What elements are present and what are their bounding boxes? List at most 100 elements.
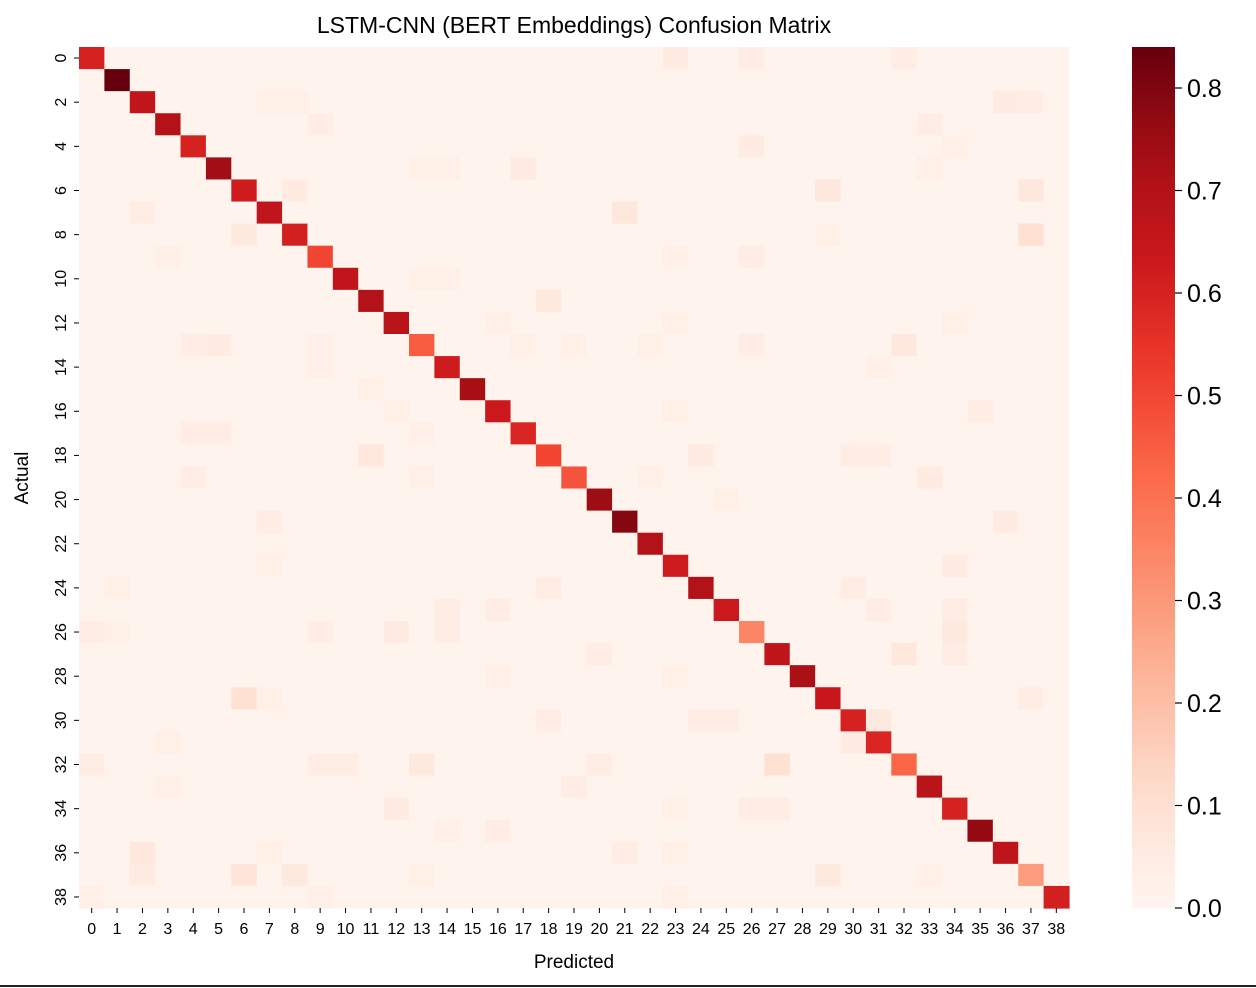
heatmap-cell xyxy=(815,863,842,887)
heatmap-cell xyxy=(510,179,537,203)
heatmap-cell xyxy=(358,47,385,70)
heatmap-cell xyxy=(764,69,791,92)
heatmap-cell xyxy=(129,643,156,666)
heatmap-cell xyxy=(535,157,562,181)
heatmap-cell xyxy=(155,157,182,181)
heatmap-cell xyxy=(739,135,765,158)
colorbar-gradient xyxy=(1132,47,1175,908)
heatmap-cell xyxy=(815,731,842,755)
heatmap-cell xyxy=(865,841,892,865)
y-tick-label: 10 xyxy=(53,270,70,288)
heatmap-cell xyxy=(612,863,639,887)
heatmap-cell xyxy=(231,47,258,70)
heatmap-cell xyxy=(789,135,816,158)
heatmap-cell xyxy=(129,576,156,600)
heatmap-cell xyxy=(510,311,537,335)
heatmap-cell xyxy=(992,356,1019,379)
heatmap-cell xyxy=(180,444,207,468)
heatmap-cell xyxy=(510,69,537,92)
heatmap-cell xyxy=(104,665,131,688)
heatmap-cell xyxy=(129,422,156,445)
heatmap-cell xyxy=(104,466,131,490)
heatmap-cell xyxy=(891,797,918,821)
heatmap-cell xyxy=(104,444,131,468)
heatmap-cell xyxy=(535,311,562,335)
heatmap-cell xyxy=(307,47,334,70)
heatmap-cell xyxy=(510,775,537,799)
heatmap-cell xyxy=(383,113,410,136)
heatmap-cell xyxy=(104,311,131,335)
heatmap-cell xyxy=(789,863,816,887)
heatmap-cell xyxy=(434,863,461,887)
heatmap-cell xyxy=(916,356,943,379)
heatmap-cell xyxy=(459,113,486,136)
heatmap-cell xyxy=(180,709,207,732)
heatmap-cell xyxy=(764,113,791,136)
heatmap-cell xyxy=(612,753,639,777)
heatmap-cell xyxy=(561,267,588,291)
heatmap-cell xyxy=(891,819,918,843)
heatmap-cell xyxy=(155,334,182,357)
heatmap-cell xyxy=(739,466,765,490)
heatmap-cell xyxy=(815,444,842,468)
heatmap-cell xyxy=(662,334,689,357)
heatmap-cell xyxy=(637,91,664,114)
heatmap-cell xyxy=(1018,466,1045,490)
heatmap-cell xyxy=(129,709,156,732)
heatmap-cell xyxy=(916,422,943,445)
heatmap-cell xyxy=(79,775,105,799)
heatmap-cell xyxy=(434,731,461,755)
heatmap-cell xyxy=(104,179,131,203)
heatmap-cell xyxy=(561,576,588,600)
heatmap-cell xyxy=(840,510,867,534)
heatmap-cell xyxy=(459,201,486,225)
y-tick-label: 20 xyxy=(53,491,70,509)
heatmap-cell xyxy=(891,422,918,445)
heatmap-cell xyxy=(764,488,791,512)
heatmap-cell xyxy=(231,334,258,357)
heatmap-cell xyxy=(739,885,765,909)
heatmap-cell xyxy=(459,709,486,732)
heatmap-cell xyxy=(789,510,816,534)
heatmap-cell xyxy=(840,841,867,865)
heatmap-cell xyxy=(992,422,1019,445)
heatmap-cell xyxy=(459,223,486,247)
heatmap-cell xyxy=(688,289,715,313)
heatmap-cell xyxy=(231,819,258,843)
x-tick-label: 3 xyxy=(163,921,172,938)
heatmap-cell xyxy=(916,554,943,578)
heatmap-cell xyxy=(485,91,512,114)
heatmap-cell xyxy=(916,488,943,512)
heatmap-cell xyxy=(713,223,740,247)
heatmap-cell xyxy=(129,819,156,843)
heatmap-cell xyxy=(485,753,512,777)
heatmap-cell xyxy=(1018,91,1045,114)
heatmap-cell xyxy=(942,201,969,225)
heatmap-cell xyxy=(383,643,410,666)
heatmap-cell xyxy=(688,157,715,181)
heatmap-cell xyxy=(485,356,512,379)
heatmap-cell xyxy=(967,863,994,887)
heatmap-cell xyxy=(586,532,613,556)
heatmap-cell xyxy=(205,621,232,644)
heatmap-cell xyxy=(891,201,918,225)
heatmap-cell xyxy=(485,841,512,865)
heatmap-cell xyxy=(942,885,969,909)
heatmap-cell xyxy=(535,223,562,247)
x-tick-label: 31 xyxy=(870,921,888,938)
heatmap-cell xyxy=(79,841,105,865)
heatmap-cell xyxy=(840,665,867,688)
y-tick-label: 4 xyxy=(53,142,70,151)
heatmap-cell xyxy=(764,157,791,181)
heatmap-cell xyxy=(815,797,842,821)
heatmap-cell xyxy=(307,753,334,777)
heatmap-cell xyxy=(688,334,715,357)
heatmap-cell xyxy=(79,334,105,357)
heatmap-cell xyxy=(1018,378,1045,401)
heatmap-cell xyxy=(434,643,461,666)
heatmap-cell xyxy=(434,91,461,114)
heatmap-cell xyxy=(358,775,385,799)
heatmap-cell xyxy=(865,113,892,136)
heatmap-cell xyxy=(180,91,207,114)
heatmap-cell xyxy=(916,709,943,732)
